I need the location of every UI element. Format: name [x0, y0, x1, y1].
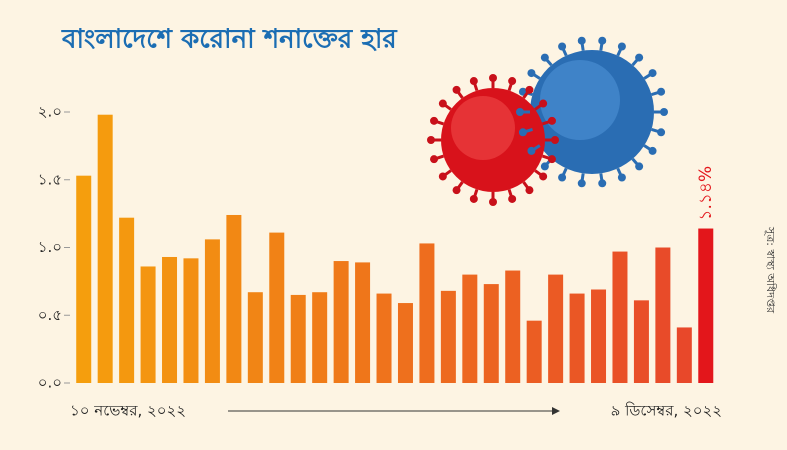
- bar: [526, 320, 542, 383]
- virus-spike-tip: [558, 42, 567, 51]
- virus-spike-tip: [527, 146, 536, 155]
- virus-spike-tip: [516, 108, 524, 116]
- virus-spike-tip: [508, 194, 517, 203]
- bar: [76, 175, 92, 383]
- virus-spike-tip: [427, 136, 435, 144]
- virus-spike-tip: [539, 99, 548, 108]
- virus-spike-tip: [489, 74, 497, 82]
- virus-spike-tip: [525, 85, 534, 94]
- bar: [397, 303, 413, 383]
- virus-spike-tip: [635, 53, 644, 62]
- virus-illustration: [427, 36, 668, 206]
- virus-spike-tip: [617, 42, 626, 51]
- virus-spike-tip: [648, 69, 657, 78]
- virus-spike-tip: [540, 162, 549, 171]
- virus-spike-tip: [527, 69, 536, 78]
- bar: [162, 256, 178, 383]
- virus-spike-tip: [508, 77, 517, 86]
- virus-spike-tip: [547, 116, 556, 125]
- virus-spike-tip: [598, 179, 607, 188]
- bar: [333, 261, 349, 383]
- bar: [312, 292, 328, 383]
- virus-spike-tip: [598, 36, 607, 45]
- bar: [569, 293, 585, 383]
- virus-spike-tip: [551, 136, 559, 144]
- virus-spike-tip: [438, 172, 447, 181]
- blue-virus-shade: [540, 60, 620, 140]
- virus-spike-tip: [648, 146, 657, 155]
- bar: [419, 243, 435, 383]
- y-tick-label: ১.০: [38, 238, 62, 256]
- x-tick-label: ১০ নভেম্বর, ২০২২: [70, 402, 186, 420]
- virus-spike-tip: [469, 77, 478, 86]
- virus-spike-tip: [452, 85, 461, 94]
- red-virus-shade: [451, 96, 515, 160]
- bar: [119, 217, 135, 383]
- value-label: ১.১৪%: [696, 166, 716, 221]
- bar: [633, 300, 649, 383]
- virus-spike-tip: [525, 186, 534, 195]
- bar: [140, 266, 156, 383]
- virus-spike-tip: [438, 99, 447, 108]
- y-tick-label: ০.০: [38, 374, 62, 392]
- bar: [548, 274, 564, 383]
- bar: [204, 239, 220, 383]
- bar: [591, 289, 607, 383]
- bar: [269, 232, 285, 383]
- virus-spike-tip: [452, 186, 461, 195]
- y-tick-label: ১.৫: [38, 170, 62, 188]
- bar: [355, 262, 371, 383]
- virus-spike-tip: [518, 128, 527, 137]
- bar: [440, 290, 456, 383]
- chart-title: বাংলাদেশে করোনা শনাক্তের হার: [61, 25, 398, 55]
- bar: [226, 214, 242, 383]
- virus-spike-tip: [489, 198, 497, 206]
- virus-spike-tip: [469, 194, 478, 203]
- virus-spike-tip: [547, 155, 556, 164]
- bar: [676, 327, 692, 383]
- bar: [505, 270, 521, 383]
- bar: [247, 292, 263, 383]
- bar: [183, 258, 199, 383]
- bar: [483, 284, 499, 383]
- bar: [97, 114, 113, 384]
- virus-spike-tip: [577, 179, 586, 188]
- virus-spike-tip: [657, 128, 666, 137]
- y-tick-label: ০.৫: [38, 306, 62, 324]
- y-tick-label: ২.০: [38, 103, 62, 121]
- bar: [290, 294, 306, 383]
- virus-spike-tip: [540, 53, 549, 62]
- source-note: সূত্র: স্বাস্থ্য অধিদপ্তর: [764, 226, 777, 314]
- date-arrow-head: [552, 407, 560, 415]
- bar: [462, 274, 478, 383]
- x-tick-label: ৯ ডিসেম্বর, ২০২২: [611, 402, 722, 420]
- virus-spike-tip: [430, 155, 439, 164]
- virus-spike-tip: [660, 108, 668, 116]
- bar: [376, 293, 392, 383]
- virus-spike-tip: [558, 173, 567, 182]
- virus-spike-tip: [430, 116, 439, 125]
- virus-spike-tip: [577, 36, 586, 45]
- virus-spike-tip: [539, 172, 548, 181]
- bar: [698, 228, 714, 383]
- bar: [612, 251, 628, 383]
- virus-spike-tip: [657, 87, 666, 96]
- virus-spike-tip: [635, 162, 644, 171]
- virus-spike-tip: [617, 173, 626, 182]
- bar: [655, 247, 671, 383]
